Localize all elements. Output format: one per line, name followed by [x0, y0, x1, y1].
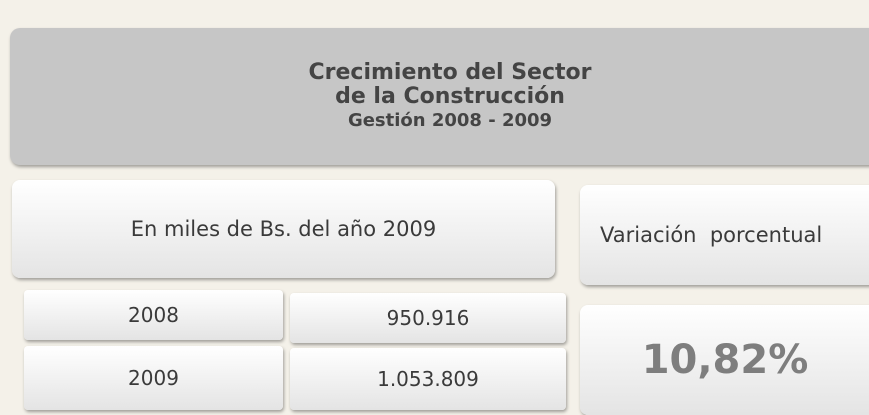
title-line: Gestión 2008 - 2009 — [347, 109, 553, 131]
title-line: Crecimiento del Sector — [308, 59, 592, 85]
variation-value: 10,82% — [580, 305, 869, 415]
year-cell: 2008 — [24, 290, 283, 340]
value-cell: 1.053.809 — [290, 348, 566, 410]
year-cell: 2009 — [24, 346, 283, 410]
header: Crecimiento del Sector de la Construcció… — [10, 28, 869, 165]
unit-label: En miles de Bs. del año 2009 — [12, 180, 555, 278]
page: Crecimiento del Sector de la Construcció… — [10, 28, 869, 415]
variation-label: Variación porcentual — [580, 185, 869, 285]
title-line: de la Construcción — [335, 83, 565, 109]
value-cell: 950.916 — [290, 293, 566, 343]
